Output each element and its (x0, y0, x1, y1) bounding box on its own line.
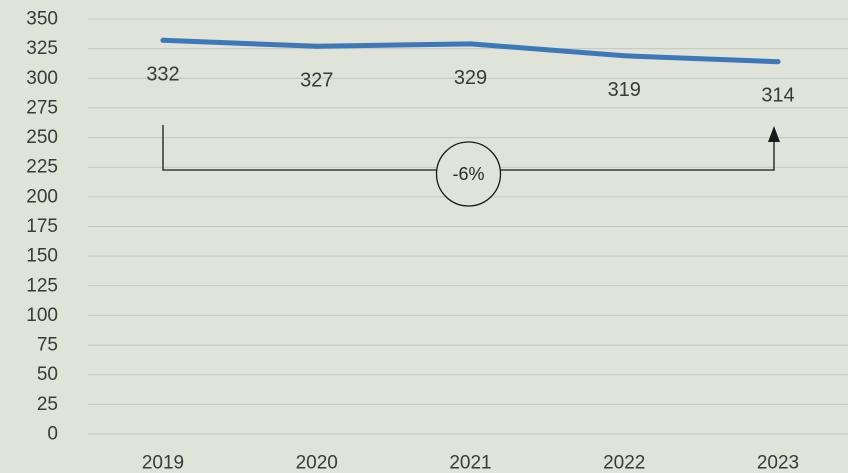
y-tick-label: 300 (26, 68, 58, 89)
y-tick-label: 100 (26, 305, 58, 326)
data-label: 332 (146, 63, 179, 85)
change-badge (435, 141, 502, 207)
y-tick-label: 175 (26, 216, 58, 237)
arrow-up-icon (768, 126, 780, 142)
data-labels: 332 327 329 319 314 (146, 63, 794, 106)
y-tick-label: 125 (26, 275, 58, 296)
y-tick-label: 50 (37, 364, 58, 385)
x-tick-label: 2021 (449, 453, 491, 473)
y-tick-label: 350 (26, 9, 58, 30)
x-tick-label: 2019 (142, 453, 184, 473)
y-tick-label: 325 (26, 38, 58, 59)
data-point (468, 41, 473, 47)
y-tick-label: 150 (26, 246, 58, 267)
x-tick-label: 2022 (603, 453, 645, 473)
y-tick-label: 25 (37, 394, 58, 415)
y-tick-label: 0 (47, 424, 58, 445)
x-tick-label: 2023 (757, 453, 799, 473)
y-tick-label: 225 (26, 157, 58, 178)
x-axis: 2019 2020 2021 2022 2023 (142, 453, 799, 473)
data-point (775, 59, 781, 65)
y-tick-label: 75 (37, 335, 58, 356)
y-tick-label: 200 (26, 186, 58, 207)
x-tick-label: 2020 (296, 453, 338, 473)
y-tick-label: 250 (26, 127, 58, 148)
data-label: 319 (608, 79, 641, 101)
change-annotation: -6% (162, 125, 780, 207)
series-layer (160, 37, 781, 65)
change-badge-label: -6% (452, 164, 484, 184)
data-label: 327 (300, 69, 333, 91)
data-point (314, 43, 320, 49)
data-point (621, 53, 627, 59)
y-axis: 0 25 50 75 100 125 150 175 200 225 250 275 300 325 350 (26, 9, 58, 445)
y-tick-label: 275 (26, 97, 58, 118)
data-point (160, 37, 166, 43)
gridlines (88, 18, 848, 435)
data-label: 329 (454, 67, 487, 89)
data-label: 314 (761, 85, 794, 107)
